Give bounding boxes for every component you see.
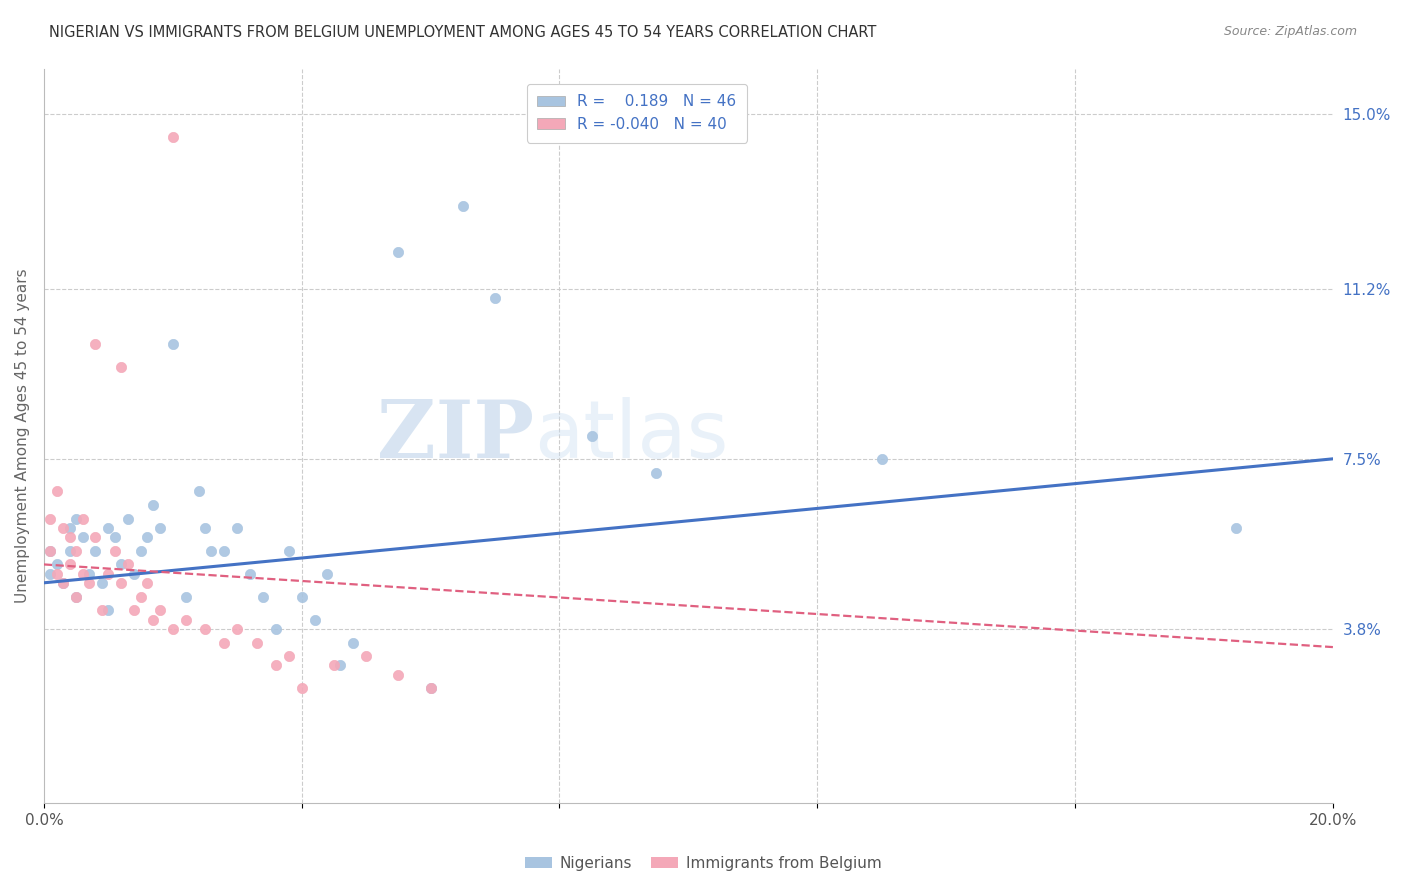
Point: [149, 521, 172, 535]
Point: [870, 451, 893, 466]
Point: [291, 590, 314, 604]
Point: [97, 603, 120, 617]
Point: [245, 635, 267, 649]
Point: [59, 543, 82, 558]
Point: [52, 521, 75, 535]
Point: [39, 543, 62, 558]
Point: [226, 622, 249, 636]
Point: [122, 566, 145, 581]
Text: Source: ZipAtlas.com: Source: ZipAtlas.com: [1223, 25, 1357, 38]
Point: [484, 291, 506, 305]
Point: [214, 635, 236, 649]
Point: [174, 590, 197, 604]
Point: [200, 543, 222, 558]
Point: [117, 558, 139, 572]
Point: [1225, 521, 1247, 535]
Point: [645, 466, 668, 480]
Point: [52, 575, 75, 590]
Point: [97, 566, 120, 581]
Point: [59, 521, 82, 535]
Point: [136, 575, 159, 590]
Point: [129, 543, 152, 558]
Point: [45, 566, 67, 581]
Point: [252, 590, 274, 604]
Point: [39, 511, 62, 525]
Point: [77, 566, 100, 581]
Point: [39, 543, 62, 558]
Point: [72, 530, 94, 544]
Point: [291, 681, 314, 696]
Point: [122, 603, 145, 617]
Text: NIGERIAN VS IMMIGRANTS FROM BELGIUM UNEMPLOYMENT AMONG AGES 45 TO 54 YEARS CORRE: NIGERIAN VS IMMIGRANTS FROM BELGIUM UNEM…: [49, 25, 876, 40]
Point: [65, 543, 87, 558]
Point: [304, 613, 326, 627]
Point: [45, 483, 67, 498]
Point: [52, 575, 75, 590]
Legend: R =    0.189   N = 46, R = -0.040   N = 40: R = 0.189 N = 46, R = -0.040 N = 40: [527, 84, 747, 143]
Text: ZIP: ZIP: [377, 397, 534, 475]
Point: [136, 530, 159, 544]
Point: [90, 575, 112, 590]
Point: [174, 613, 197, 627]
Legend: Nigerians, Immigrants from Belgium: Nigerians, Immigrants from Belgium: [519, 850, 887, 877]
Point: [387, 245, 409, 260]
Point: [104, 530, 127, 544]
Point: [39, 566, 62, 581]
Point: [59, 558, 82, 572]
Point: [214, 543, 236, 558]
Point: [387, 667, 409, 681]
Point: [581, 429, 603, 443]
Point: [329, 658, 352, 673]
Point: [84, 337, 107, 351]
Point: [354, 649, 377, 664]
Point: [277, 649, 299, 664]
Point: [149, 603, 172, 617]
Y-axis label: Unemployment Among Ages 45 to 54 years: Unemployment Among Ages 45 to 54 years: [15, 268, 30, 603]
Point: [142, 498, 165, 512]
Point: [264, 622, 287, 636]
Point: [65, 511, 87, 525]
Point: [187, 483, 209, 498]
Point: [129, 590, 152, 604]
Point: [162, 622, 184, 636]
Point: [264, 658, 287, 673]
Point: [419, 681, 441, 696]
Point: [322, 658, 344, 673]
Point: [97, 521, 120, 535]
Point: [65, 590, 87, 604]
Point: [84, 543, 107, 558]
Point: [110, 359, 132, 374]
Point: [65, 590, 87, 604]
Point: [342, 635, 364, 649]
Point: [72, 566, 94, 581]
Point: [59, 530, 82, 544]
Point: [316, 566, 339, 581]
Point: [419, 681, 441, 696]
Point: [45, 558, 67, 572]
Point: [90, 603, 112, 617]
Point: [194, 521, 217, 535]
Point: [110, 575, 132, 590]
Point: [110, 558, 132, 572]
Point: [226, 521, 249, 535]
Point: [77, 575, 100, 590]
Point: [194, 622, 217, 636]
Point: [84, 530, 107, 544]
Point: [117, 511, 139, 525]
Point: [162, 130, 184, 145]
Point: [239, 566, 262, 581]
Point: [451, 199, 474, 213]
Point: [104, 543, 127, 558]
Point: [162, 337, 184, 351]
Point: [72, 511, 94, 525]
Point: [277, 543, 299, 558]
Point: [142, 613, 165, 627]
Text: atlas: atlas: [534, 397, 728, 475]
